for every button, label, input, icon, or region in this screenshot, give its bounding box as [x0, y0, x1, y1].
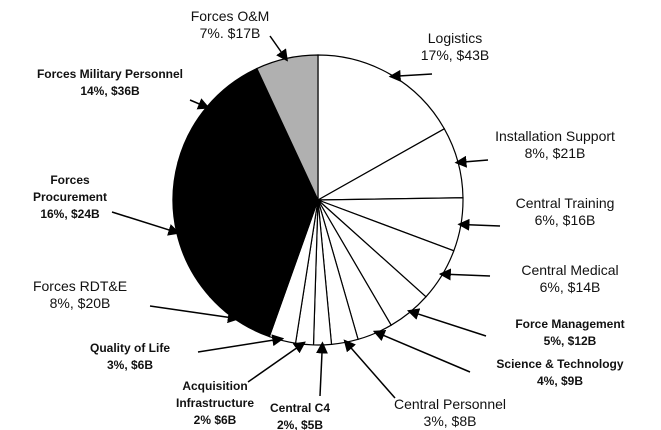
slice-label: Forces Procurement 16%, $24B: [15, 172, 125, 223]
value-label: 4%, $9B: [536, 374, 584, 388]
label-arrow: [111, 211, 181, 236]
category-label: Central Personnel: [393, 396, 507, 412]
value-label: 7%. $17B: [199, 25, 261, 41]
slice-label: Central Medical 6%, $14B: [495, 262, 645, 296]
value-label: 14%, $36B: [80, 84, 140, 98]
slice-label: Central Training 6%, $16B: [490, 195, 640, 229]
category-label: Central Training: [515, 195, 615, 211]
label-arrow: [149, 305, 240, 324]
label-arrow: [315, 341, 328, 397]
category-label: Forces O&M: [190, 8, 270, 24]
label-arrow: [388, 69, 433, 82]
label-arrow: [189, 98, 210, 110]
value-label: 6%, $14B: [539, 279, 601, 295]
category-label: Installation Support: [495, 128, 615, 144]
label-arrow: [247, 341, 306, 383]
slice-label: Science & Technology 4%, $9B: [475, 356, 645, 390]
slice-label: Quality of Life 3%, $6B: [75, 340, 185, 374]
label-arrow: [343, 339, 396, 399]
category-label: Forces Procurement: [32, 173, 108, 204]
slice-label: Forces O&M 7%. $17B: [175, 8, 285, 42]
slice-label: Logistics 17%, $43B: [395, 30, 515, 64]
category-label: Forces Military Personnel: [36, 67, 184, 81]
value-label: 2% $6B: [193, 413, 237, 427]
category-label: Science & Technology: [496, 357, 624, 371]
slice-label: Installation Support 8%, $21B: [470, 128, 640, 162]
label-arrow: [269, 35, 288, 62]
value-label: 5%, $12B: [543, 334, 597, 348]
label-arrow: [372, 330, 471, 373]
label-arrow: [457, 218, 501, 231]
category-label: Central C4: [269, 401, 331, 415]
slice-label: Acquisition Infrastructure 2% $6B: [168, 378, 263, 429]
value-label: 3%, $6B: [106, 358, 154, 372]
slice-label: Force Management 5%, $12B: [495, 316, 645, 350]
value-label: 8%, $21B: [524, 145, 586, 161]
value-label: 16%, $24B: [40, 207, 100, 221]
label-arrow: [454, 155, 489, 168]
slice-label: Central Personnel 3%, $8B: [370, 396, 530, 430]
value-label: 2%, $5B: [276, 418, 324, 430]
slice-label: Forces RDT&E 8%, $20B: [10, 278, 150, 312]
category-label: Logistics: [427, 30, 483, 46]
slice-label: Central C4 2%, $5B: [260, 400, 340, 430]
label-arrow: [406, 308, 487, 337]
category-label: Acquisition Infrastructure: [175, 379, 255, 410]
slice-label: Forces Military Personnel 14%, $36B: [10, 66, 210, 100]
category-label: Forces RDT&E: [32, 278, 128, 294]
category-label: Central Medical: [521, 262, 619, 278]
category-label: Force Management: [515, 317, 625, 331]
value-label: 6%, $16B: [534, 212, 596, 228]
value-label: 17%, $43B: [420, 47, 490, 63]
label-arrow: [438, 268, 491, 281]
value-label: 3%, $8B: [423, 413, 477, 429]
category-label: Quality of Life: [89, 341, 170, 355]
label-arrow: [197, 334, 285, 353]
value-label: 8%, $20B: [49, 295, 111, 311]
